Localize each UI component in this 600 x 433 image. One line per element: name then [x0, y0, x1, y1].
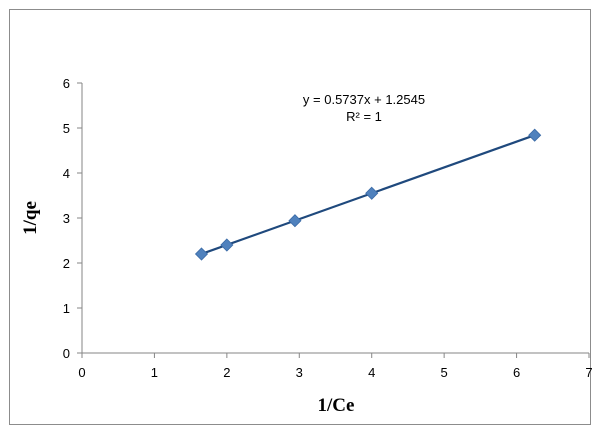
x-tick-label: 1	[151, 365, 158, 380]
y-tick-label: 6	[63, 76, 70, 91]
x-tick-label: 6	[513, 365, 520, 380]
y-tick-label: 2	[63, 256, 70, 271]
y-tick-label: 3	[63, 211, 70, 226]
y-tick-label: 0	[63, 346, 70, 361]
x-axis-title: 1/Ce	[318, 395, 355, 416]
x-tick-label: 4	[368, 365, 375, 380]
x-tick-label: 3	[296, 365, 303, 380]
y-tick-label: 1	[63, 301, 70, 316]
x-tick-label: 0	[78, 365, 85, 380]
y-axis-title: 1/qe	[20, 201, 41, 235]
data-point	[194, 247, 209, 261]
data-point	[365, 186, 379, 200]
data-point	[220, 238, 234, 252]
x-tick-label: 7	[585, 365, 592, 380]
x-tick-label: 2	[223, 365, 230, 380]
data-point	[528, 128, 542, 142]
trendline-equation: y = 0.5737x + 1.2545	[303, 92, 425, 107]
y-tick-label: 4	[63, 166, 70, 181]
data-point	[288, 214, 302, 228]
x-tick-label: 5	[441, 365, 448, 380]
chart-frame	[9, 9, 591, 425]
y-tick-label: 5	[63, 121, 70, 136]
trendline-r-squared: R² = 1	[346, 109, 382, 124]
